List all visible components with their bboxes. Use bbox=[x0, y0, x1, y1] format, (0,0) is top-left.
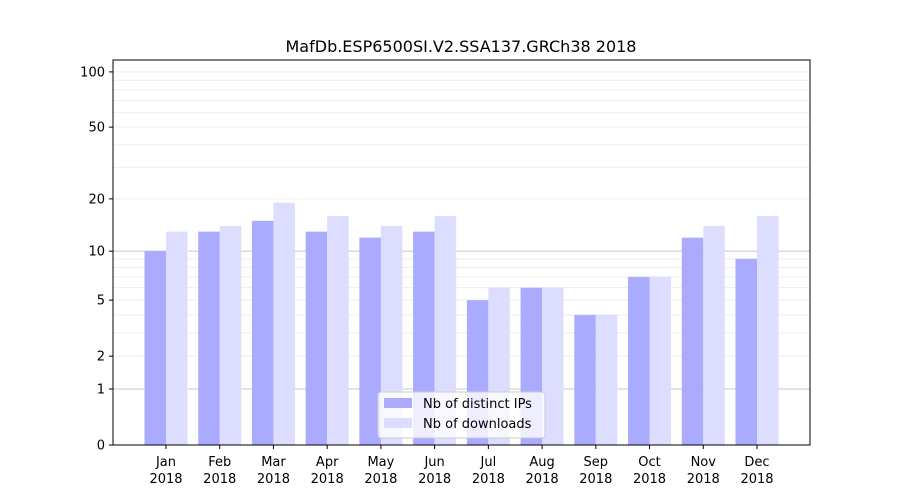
x-tick-label: Jan 2018 bbox=[149, 455, 182, 487]
y-tick-label: 2 bbox=[97, 350, 105, 365]
bar-downloads bbox=[542, 287, 564, 445]
x-tick-label: Nov 2018 bbox=[687, 455, 720, 487]
bar-downloads bbox=[434, 215, 457, 445]
legend-box bbox=[377, 391, 546, 439]
bar-downloads bbox=[649, 276, 672, 445]
x-tick-label: Jul 2018 bbox=[472, 455, 505, 487]
x-tick-label-line: 2018 bbox=[203, 472, 236, 487]
x-tick-label-line: Sep bbox=[584, 455, 609, 470]
x-tick-label: Mar 2018 bbox=[257, 455, 290, 487]
legend-swatch bbox=[384, 398, 412, 408]
x-tick-label: May 2018 bbox=[364, 455, 397, 487]
bar-distinct-ips bbox=[628, 276, 650, 445]
x-tick-label-line: Dec bbox=[744, 455, 769, 470]
x-tick-label-line: 2018 bbox=[579, 472, 612, 487]
x-tick-label-line: Jul bbox=[480, 455, 497, 470]
x-tick-label-line: 2018 bbox=[526, 472, 559, 487]
bar-distinct-ips bbox=[359, 237, 381, 445]
x-tick-label-line: May bbox=[367, 455, 394, 470]
bar-downloads bbox=[273, 202, 295, 445]
legend-swatch bbox=[384, 418, 412, 428]
x-tick-label-line: 2018 bbox=[311, 472, 344, 487]
x-tick-label: Feb 2018 bbox=[203, 455, 236, 487]
x-tick-label-line: Mar bbox=[261, 455, 286, 470]
bar-distinct-ips bbox=[198, 231, 220, 445]
bar-downloads bbox=[595, 314, 618, 445]
x-tick-label-line: Jan bbox=[155, 455, 176, 470]
y-tick-label: 10 bbox=[88, 245, 105, 260]
x-tick-label-line: 2018 bbox=[687, 472, 720, 487]
x-tick-label-line: 2018 bbox=[418, 472, 451, 487]
chart-title: MafDb.ESP6500SI.V2.SSA137.GRCh38 2018 bbox=[286, 37, 637, 56]
bar-downloads bbox=[703, 226, 725, 445]
bar-distinct-ips bbox=[735, 258, 757, 445]
bar-downloads bbox=[219, 226, 242, 445]
bar-distinct-ips bbox=[144, 251, 166, 445]
bar-downloads bbox=[380, 226, 403, 445]
x-tick-label-line: 2018 bbox=[364, 472, 397, 487]
x-tick-label-line: 2018 bbox=[257, 472, 290, 487]
legend-label: Nb of distinct IPs bbox=[423, 397, 532, 412]
x-tick-label-line: Nov bbox=[691, 455, 717, 470]
x-tick-label: Aug 2018 bbox=[526, 455, 559, 487]
y-tick-label: 0 bbox=[97, 439, 105, 454]
x-tick-label-line: 2018 bbox=[633, 472, 666, 487]
x-tick-label: Oct 2018 bbox=[633, 455, 666, 487]
x-tick-label-line: Aug bbox=[529, 455, 554, 470]
y-tick-label: 100 bbox=[80, 65, 105, 80]
y-tick-label: 20 bbox=[88, 192, 105, 207]
x-tick-label-line: Oct bbox=[638, 455, 660, 470]
legend: Nb of distinct IPs Nb of downloads bbox=[377, 391, 546, 439]
legend-label: Nb of downloads bbox=[423, 417, 532, 432]
x-tick-label: Sep 2018 bbox=[579, 455, 612, 487]
x-tick-label-line: Feb bbox=[208, 455, 231, 470]
bar-distinct-ips bbox=[574, 314, 596, 445]
plot-frame bbox=[112, 59, 811, 446]
x-tick-label: Dec 2018 bbox=[740, 455, 773, 487]
x-tick-label-line: Jun bbox=[423, 455, 444, 470]
x-tick-label: Apr 2018 bbox=[311, 455, 344, 487]
bar-distinct-ips bbox=[251, 220, 274, 445]
y-tick-label: 5 bbox=[97, 294, 105, 309]
x-tick-label-line: 2018 bbox=[149, 472, 182, 487]
bar-downloads bbox=[757, 215, 779, 445]
bar-downloads bbox=[327, 215, 349, 445]
y-tick-label: 1 bbox=[97, 382, 105, 397]
bar-downloads bbox=[166, 231, 188, 445]
y-tick-label: 50 bbox=[88, 121, 105, 136]
x-tick-label-line: 2018 bbox=[472, 472, 505, 487]
bar-distinct-ips bbox=[305, 231, 328, 445]
x-tick-label: Jun 2018 bbox=[418, 455, 451, 487]
bar-distinct-ips bbox=[681, 237, 704, 445]
x-tick-label-line: Apr bbox=[316, 455, 339, 470]
x-tick-label-line: 2018 bbox=[740, 472, 773, 487]
